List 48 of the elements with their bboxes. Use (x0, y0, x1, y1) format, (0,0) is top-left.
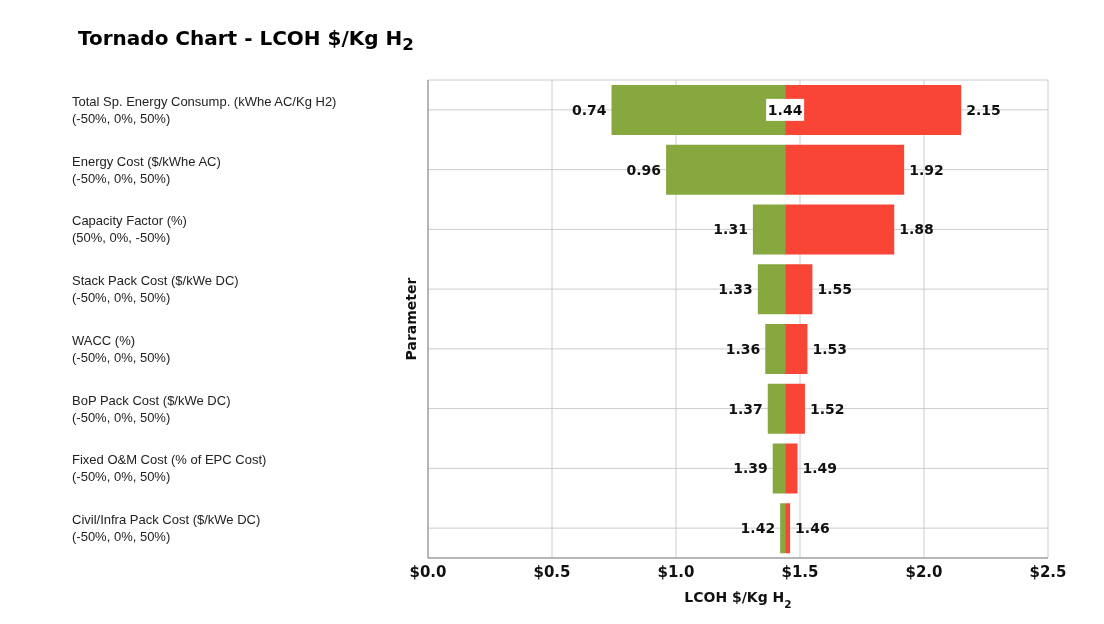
annotation: 1.37 (728, 400, 763, 417)
y-tick-label: Capacity Factor (%) (50%, 0%, -50%) (72, 213, 187, 246)
y-tick-label: Fixed O&M Cost (% of EPC Cost) (-50%, 0%, 50%) (72, 452, 267, 485)
bar (767, 383, 786, 434)
bar (772, 443, 786, 494)
y-tick-label: WACC (%) (-50%, 0%, 50%) (72, 332, 171, 365)
bar (780, 503, 786, 554)
annotation: 1.55 (817, 281, 852, 298)
y-tick-label: Stack Pack Cost ($/kWe DC) (-50%, 0%, 50%) (72, 273, 239, 306)
bar (785, 204, 895, 255)
bar (785, 383, 805, 434)
annotation: 0.96 (626, 161, 662, 178)
y-tick-label: Energy Cost ($/kWhe AC) (-50%, 0%, 50%) (72, 153, 221, 186)
y-tick-label: BoP Pack Cost ($/kWe DC) (-50%, 0%, 50%) (72, 392, 231, 425)
annotation: 1.33 (718, 281, 753, 298)
annotation: 1.42 (740, 520, 776, 537)
x-tick-label: $1.5 (781, 562, 819, 581)
bar (785, 324, 808, 374)
annotation: 0.74 (571, 101, 607, 118)
annotation: 1.39 (733, 460, 768, 477)
y-tick-label: Civil/Infra Pack Cost ($/kWe DC) (-50%, 0%, 50%) (72, 512, 261, 545)
x-tick-label: $0.5 (533, 562, 571, 581)
bar (785, 264, 813, 315)
x-tick-label: $1.0 (657, 562, 695, 581)
x-tick-label: $2.5 (1029, 562, 1067, 581)
x-tick-label: $2.0 (905, 562, 943, 581)
y-axis-title: Parameter (403, 277, 419, 361)
annotation: 1.49 (802, 460, 838, 477)
annotation: 1.92 (909, 161, 944, 178)
annotation: 1.52 (809, 400, 845, 417)
annotation: 1.53 (812, 340, 847, 357)
annotation: 1.46 (795, 520, 830, 537)
y-tick-label: Total Sp. Energy Consump. (kWhe AC/Kg H2) (-50%, 0%, 50%) (72, 93, 337, 126)
bar (785, 503, 791, 554)
bar (666, 144, 786, 195)
annotation: 1.44 (767, 101, 803, 118)
bar (752, 204, 786, 255)
bar (785, 144, 905, 195)
annotation: 2.15 (966, 101, 1001, 118)
annotation: 1.88 (899, 221, 934, 238)
x-tick-label: $0.0 (409, 562, 447, 581)
x-axis-title: LCOH $/Kg H$_{2}$ (684, 589, 792, 610)
annotation: 1.31 (713, 221, 748, 238)
bar (765, 324, 786, 374)
bar (757, 264, 786, 315)
bar (785, 443, 798, 494)
text: Tornado Chart - LCOH $/Kg H$_{2}$ (78, 26, 414, 54)
annotation: 1.36 (725, 340, 761, 357)
